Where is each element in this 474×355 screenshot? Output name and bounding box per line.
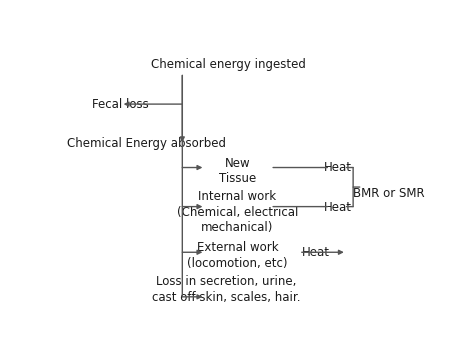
Text: Fecal loss: Fecal loss (92, 98, 149, 111)
Text: BMR or SMR: BMR or SMR (353, 187, 425, 200)
Text: Heat: Heat (324, 161, 352, 174)
Text: Internal work
(Chemical, electrical
mechanical): Internal work (Chemical, electrical mech… (177, 190, 298, 234)
Text: Chemical Energy absorbed: Chemical Energy absorbed (66, 137, 226, 150)
Text: Loss in secretion, urine,
cast off skin, scales, hair.: Loss in secretion, urine, cast off skin,… (152, 275, 301, 304)
Text: Chemical energy ingested: Chemical energy ingested (151, 58, 306, 71)
Text: External work
(locomotion, etc): External work (locomotion, etc) (187, 241, 288, 269)
Text: Heat: Heat (324, 201, 352, 214)
Text: Heat: Heat (301, 246, 330, 259)
Text: New
Tissue: New Tissue (219, 157, 256, 185)
